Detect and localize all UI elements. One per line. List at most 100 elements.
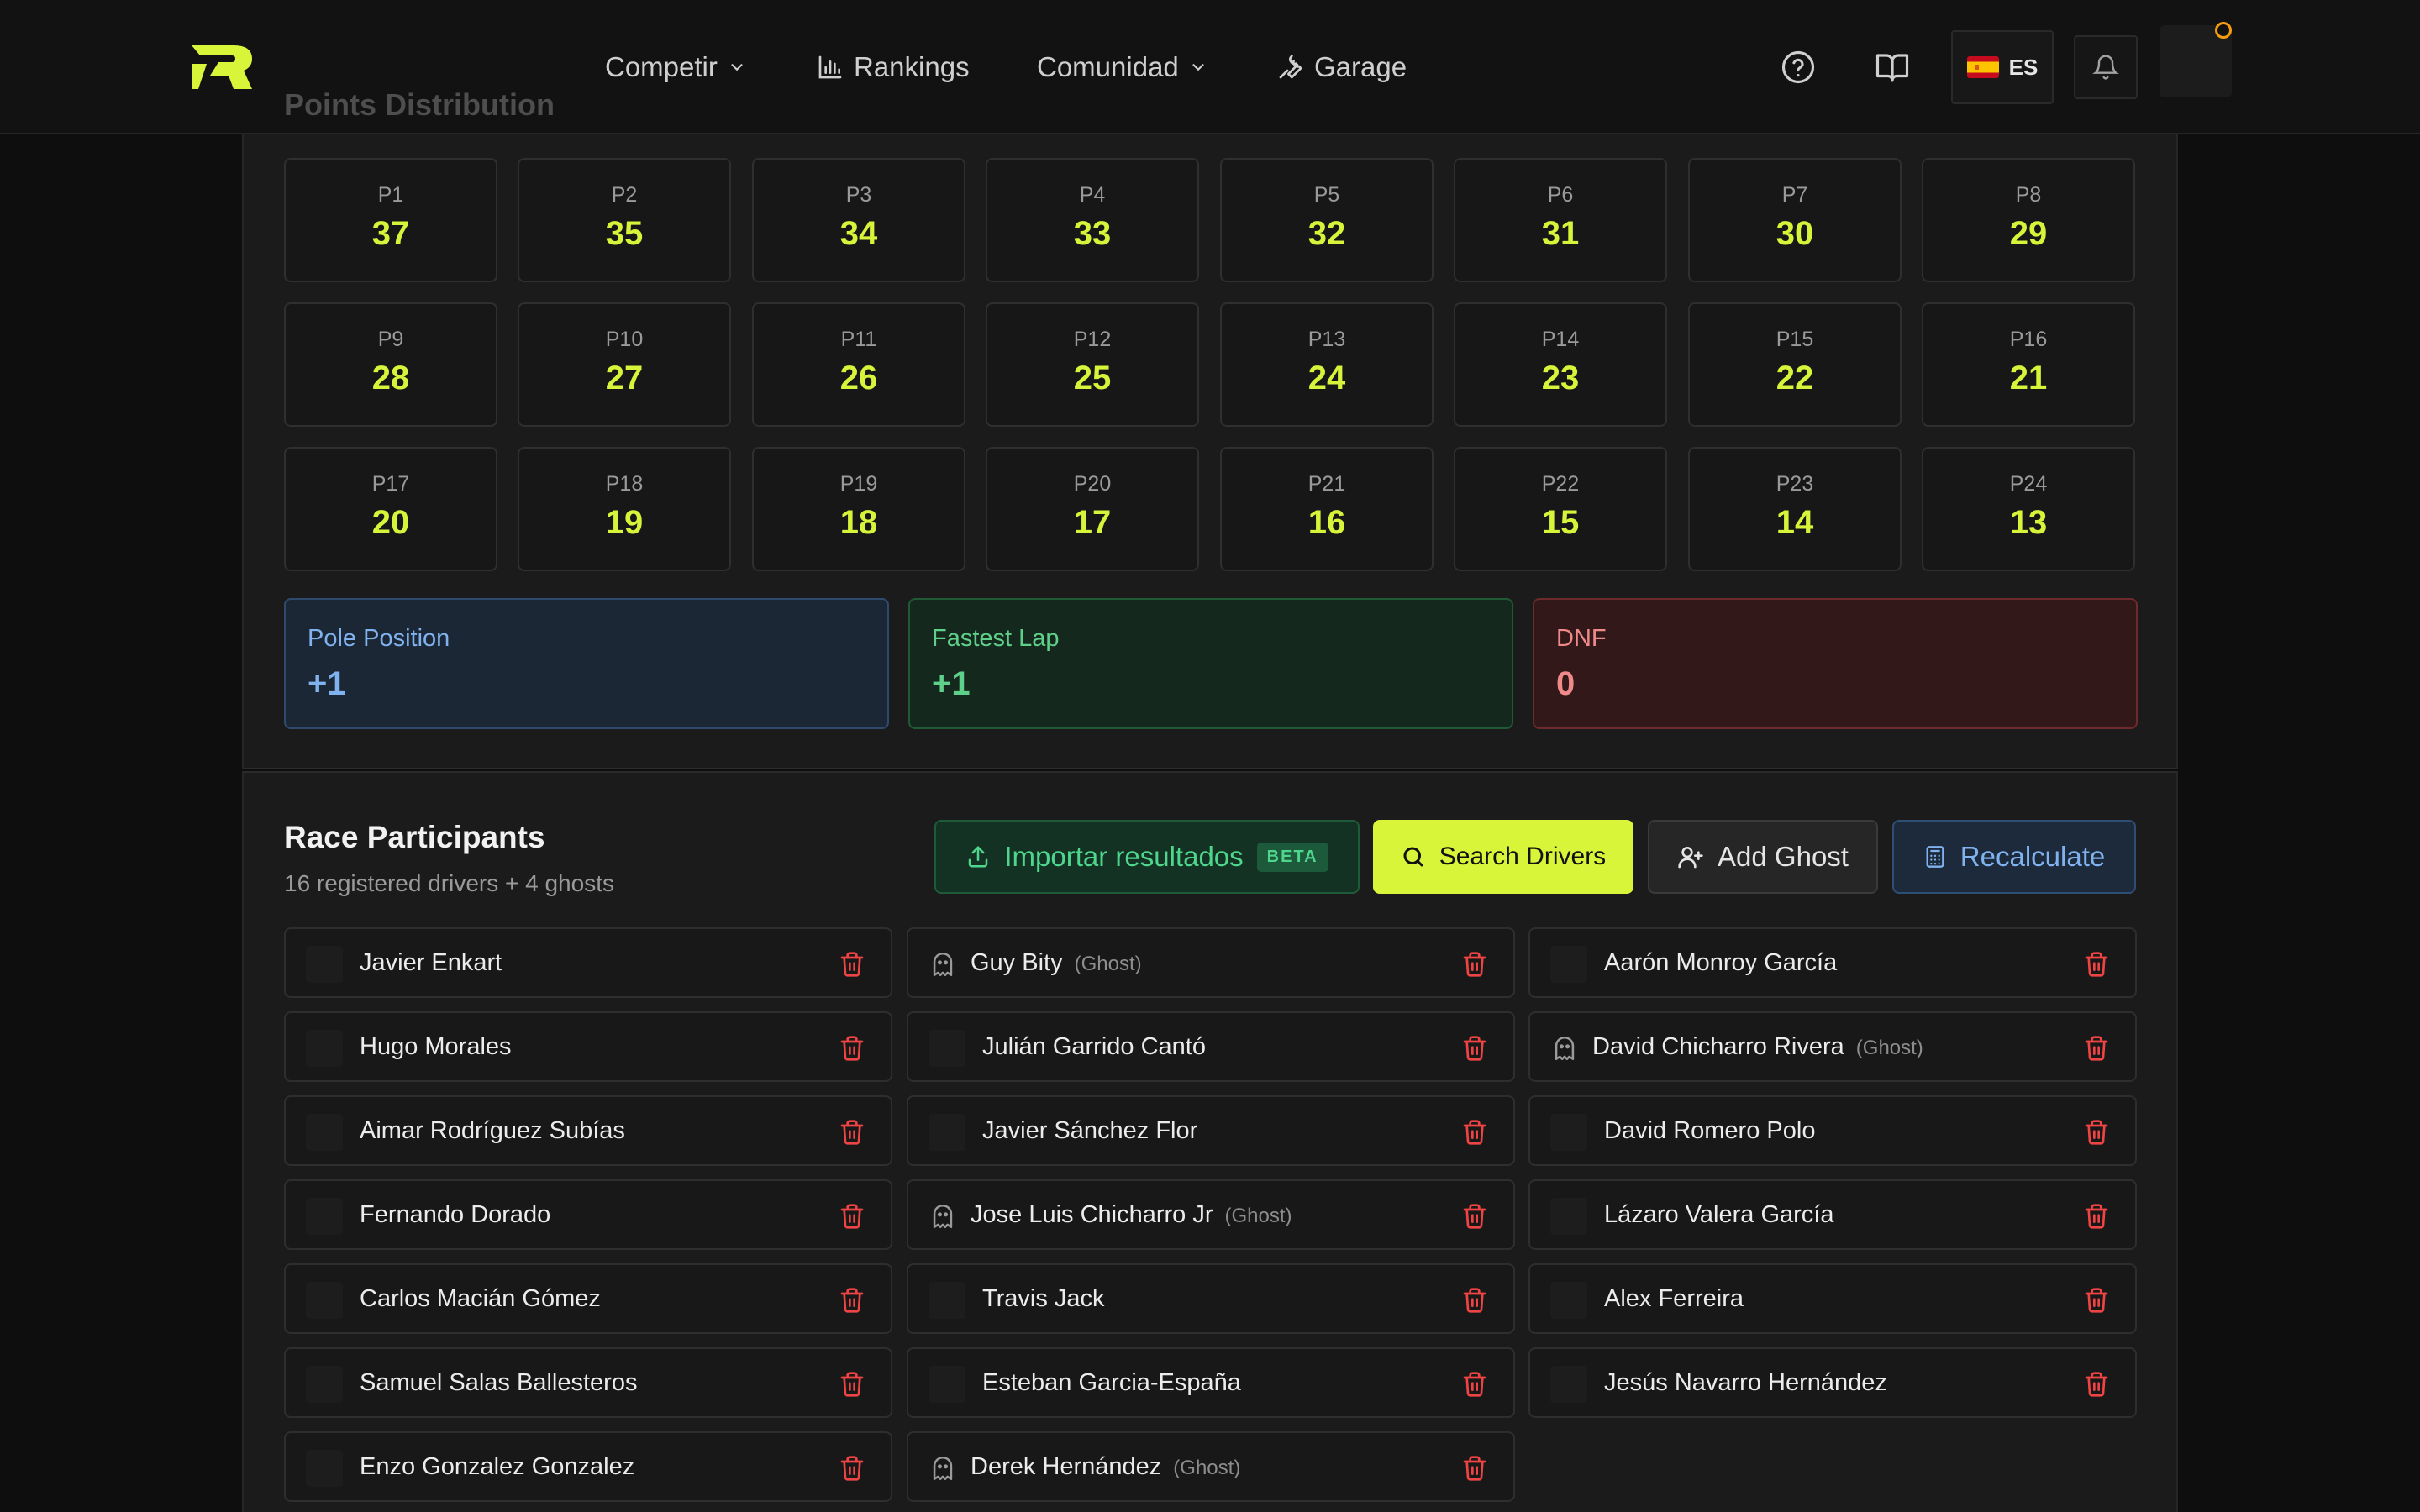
trash-icon[interactable] <box>2083 1285 2110 1315</box>
nav-comunidad[interactable]: Comunidad <box>1037 44 1207 91</box>
position-points: 21 <box>2009 360 2048 396</box>
ghost-tag: (Ghost) <box>1074 953 1142 975</box>
position-label: P2 <box>611 183 638 207</box>
position-points: 31 <box>1541 215 1580 252</box>
trash-icon[interactable] <box>839 1117 865 1147</box>
trash-icon[interactable] <box>839 1453 865 1483</box>
driver-name: Jose Luis Chicharro Jr <box>971 1201 1213 1228</box>
position-label: P17 <box>371 472 410 496</box>
trash-icon[interactable] <box>1461 1033 1488 1063</box>
driver-name-wrap: Javier Sánchez Flor <box>982 1117 1197 1145</box>
driver-row[interactable]: Guy Bity (Ghost) <box>907 927 1515 998</box>
trash-icon[interactable] <box>839 1285 865 1315</box>
driver-row[interactable]: David Chicharro Rivera (Ghost) <box>1528 1011 2137 1082</box>
nav-rankings-label: Rankings <box>854 51 970 82</box>
position-card: P6 31 <box>1454 158 1667 282</box>
driver-name-wrap: Lázaro Valera García <box>1604 1201 1834 1229</box>
position-label: P23 <box>1776 472 1814 496</box>
driver-row[interactable]: Javier Sánchez Flor <box>907 1095 1515 1166</box>
position-card: P1 37 <box>284 158 497 282</box>
position-card: P5 32 <box>1220 158 1434 282</box>
position-card: P13 24 <box>1220 302 1434 427</box>
driver-avatar <box>306 1198 343 1235</box>
trash-icon[interactable] <box>2083 949 2110 979</box>
position-points: 15 <box>1541 504 1580 541</box>
beta-badge: BETA <box>1256 842 1328 872</box>
driver-row[interactable]: Derek Hernández (Ghost) <box>907 1431 1515 1502</box>
driver-avatar <box>929 1030 965 1067</box>
logo-icon[interactable] <box>190 44 254 91</box>
position-card: P22 15 <box>1454 447 1667 571</box>
nav-rankings[interactable]: Rankings <box>817 44 970 91</box>
driver-row[interactable]: Aimar Rodríguez Subías <box>284 1095 892 1166</box>
pole-position-card: Pole Position +1 <box>284 598 889 729</box>
driver-row[interactable]: Travis Jack <box>907 1263 1515 1334</box>
help-button[interactable] <box>1775 44 1822 91</box>
driver-row[interactable]: Alex Ferreira <box>1528 1263 2137 1334</box>
driver-row[interactable]: Enzo Gonzalez Gonzalez <box>284 1431 892 1502</box>
driver-row[interactable]: Carlos Macián Gómez <box>284 1263 892 1334</box>
participants-count: 16 registered drivers + 4 ghosts <box>284 870 614 896</box>
driver-row[interactable]: Aarón Monroy García <box>1528 927 2137 998</box>
trash-icon[interactable] <box>1461 1117 1488 1147</box>
position-label: P12 <box>1073 328 1112 351</box>
position-points: 35 <box>605 215 644 252</box>
driver-avatar <box>929 1114 965 1151</box>
dnf-label: DNF <box>1556 625 1607 652</box>
driver-row[interactable]: Esteban Garcia-España <box>907 1347 1515 1418</box>
position-points: 18 <box>839 504 878 541</box>
driver-name-wrap: Alex Ferreira <box>1604 1285 1744 1313</box>
driver-row[interactable]: Julián Garrido Cantó <box>907 1011 1515 1082</box>
position-card: P9 28 <box>284 302 497 427</box>
driver-avatar <box>929 1282 965 1319</box>
trash-icon[interactable] <box>2083 1117 2110 1147</box>
docs-button[interactable] <box>1869 44 1916 91</box>
driver-row[interactable]: David Romero Polo <box>1528 1095 2137 1166</box>
position-card: P16 21 <box>1922 302 2135 427</box>
points-distribution-title: Points Distribution <box>284 87 555 122</box>
trash-icon[interactable] <box>2083 1201 2110 1231</box>
driver-row[interactable]: Hugo Morales <box>284 1011 892 1082</box>
driver-row[interactable]: Fernando Dorado <box>284 1179 892 1250</box>
trash-icon[interactable] <box>839 1201 865 1231</box>
recalculate-button[interactable]: Recalculate <box>1892 820 2136 894</box>
position-label: P19 <box>839 472 878 496</box>
driver-row[interactable]: Javier Enkart <box>284 927 892 998</box>
import-results-button[interactable]: Importar resultados BETA <box>934 820 1360 894</box>
trash-icon[interactable] <box>839 949 865 979</box>
driver-name: Travis Jack <box>982 1285 1105 1312</box>
search-drivers-button[interactable]: Search Drivers <box>1373 820 1634 894</box>
driver-name-wrap: Jesús Navarro Hernández <box>1604 1369 1887 1397</box>
position-label: P9 <box>377 328 404 351</box>
trash-icon[interactable] <box>1461 949 1488 979</box>
driver-row[interactable]: Lázaro Valera García <box>1528 1179 2137 1250</box>
trash-icon[interactable] <box>1461 1453 1488 1483</box>
driver-row[interactable]: Jose Luis Chicharro Jr (Ghost) <box>907 1179 1515 1250</box>
pole-position-value: +1 <box>308 665 346 702</box>
nav-competir[interactable]: Competir <box>605 44 746 91</box>
position-label: P8 <box>2015 183 2042 207</box>
trash-icon[interactable] <box>839 1033 865 1063</box>
driver-row[interactable]: Samuel Salas Ballesteros <box>284 1347 892 1418</box>
add-ghost-button[interactable]: Add Ghost <box>1648 820 1878 894</box>
position-label: P1 <box>377 183 404 207</box>
language-selector[interactable]: ES <box>1951 30 2054 104</box>
trash-icon[interactable] <box>1461 1369 1488 1399</box>
trash-icon[interactable] <box>1461 1285 1488 1315</box>
position-label: P11 <box>840 328 877 351</box>
driver-name-wrap: Esteban Garcia-España <box>982 1369 1241 1397</box>
dnf-value: 0 <box>1556 665 1576 702</box>
search-drivers-label: Search Drivers <box>1439 843 1607 870</box>
nav-garage[interactable]: Garage <box>1277 44 1407 91</box>
driver-row[interactable]: Jesús Navarro Hernández <box>1528 1347 2137 1418</box>
position-points: 37 <box>371 215 410 252</box>
trash-icon[interactable] <box>839 1369 865 1399</box>
position-points: 32 <box>1307 215 1346 252</box>
notifications-button[interactable] <box>2074 35 2138 99</box>
trash-icon[interactable] <box>1461 1201 1488 1231</box>
trash-icon[interactable] <box>2083 1369 2110 1399</box>
driver-name: Javier Enkart <box>360 949 502 976</box>
trash-icon[interactable] <box>2083 1033 2110 1063</box>
driver-avatar <box>306 1114 343 1151</box>
position-points: 30 <box>1776 215 1814 252</box>
